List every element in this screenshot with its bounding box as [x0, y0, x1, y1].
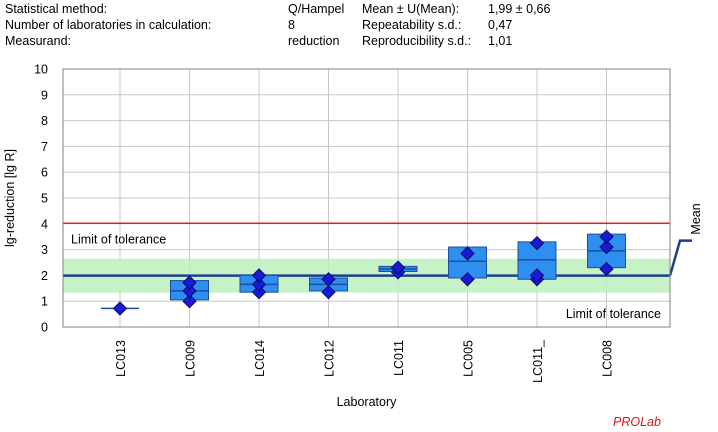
y-tick-label: 6 — [41, 166, 48, 180]
x-tick-label: LC011 — [392, 340, 406, 376]
box-plot-chart: 0 1 2 3 4 5 6 7 8 9 10 lg-reduction [lg R] LC013 LC00… — [3, 63, 703, 410]
y-axis-title: lg-reduction [lg R] — [3, 149, 17, 247]
mean-line-connector — [668, 239, 692, 277]
lab-data-point — [251, 268, 267, 283]
y-tick-label: 2 — [41, 269, 48, 283]
lower-tolerance-label: Limit of tolerance — [566, 307, 661, 321]
stat-measurand-value: reduction — [288, 34, 340, 48]
y-tick-label: 3 — [41, 243, 48, 257]
x-tick-label: LC012 — [323, 340, 337, 377]
lab-data-point — [251, 277, 267, 292]
lab-data-point — [460, 272, 475, 287]
x-tick-label: LC014 — [253, 340, 267, 377]
stat-labcount-value: 8 — [288, 18, 295, 32]
y-tick-label: 5 — [41, 192, 48, 206]
y-tick-label: 9 — [41, 88, 48, 102]
stat-mean-label: Mean ± U(Mean): — [362, 2, 460, 16]
lab-data-point — [460, 246, 475, 261]
lab-data-point — [529, 268, 545, 283]
lab-data-point — [182, 293, 197, 309]
y-tick-label: 1 — [41, 295, 48, 309]
stat-repeatability-label: Repeatability s.d.: — [362, 18, 462, 32]
x-tick-label: LC005 — [462, 340, 476, 377]
stat-labcount-label: Number of laboratories in calculation: — [5, 18, 212, 32]
brand-label: PROLab — [613, 415, 661, 429]
lab-data-point — [390, 260, 406, 275]
stat-mean-value: 1,99 ± 0,66 — [488, 2, 551, 16]
stat-method-label: Statistical method: — [5, 2, 108, 16]
lab-data-point — [599, 261, 614, 277]
x-tick-label: LC013 — [114, 340, 128, 377]
stat-reproducibility-label: Reproducibility s.d.: — [362, 34, 472, 48]
stat-method-value: Q/Hampel — [288, 2, 345, 16]
y-tick-label: 8 — [41, 114, 48, 128]
stat-reproducibility-value: 1,01 — [488, 34, 513, 48]
lab-data-point — [112, 301, 128, 316]
mean-label: Mean — [689, 203, 703, 234]
x-tick-label: LC008 — [601, 340, 615, 377]
stat-repeatability-value: 0,47 — [488, 18, 513, 32]
lab-data-point — [599, 229, 614, 244]
x-tick-label: LC011_ — [531, 339, 545, 383]
y-tick-label: 0 — [41, 321, 48, 335]
lab-data-point — [599, 239, 614, 255]
stat-measurand-label: Measurand: — [5, 34, 72, 48]
x-tick-label: LC009 — [184, 340, 198, 377]
upper-tolerance-label: Limit of tolerance — [71, 232, 166, 246]
y-tick-label: 7 — [41, 140, 48, 154]
lab-data-point — [182, 283, 197, 299]
lab-data-point — [529, 235, 545, 251]
y-tick-label: 4 — [41, 217, 48, 231]
statistics-header: Statistical method: Q/Hampel Mean ± U(Me… — [0, 0, 718, 56]
x-axis-title: Laboratory — [337, 395, 398, 409]
lab-data-point — [321, 284, 336, 300]
lab-data-point — [321, 272, 336, 287]
y-tick-label: 10 — [34, 63, 48, 77]
lab-data-point — [251, 284, 267, 300]
plot-frame — [62, 68, 671, 328]
lab-data-point — [182, 275, 197, 290]
